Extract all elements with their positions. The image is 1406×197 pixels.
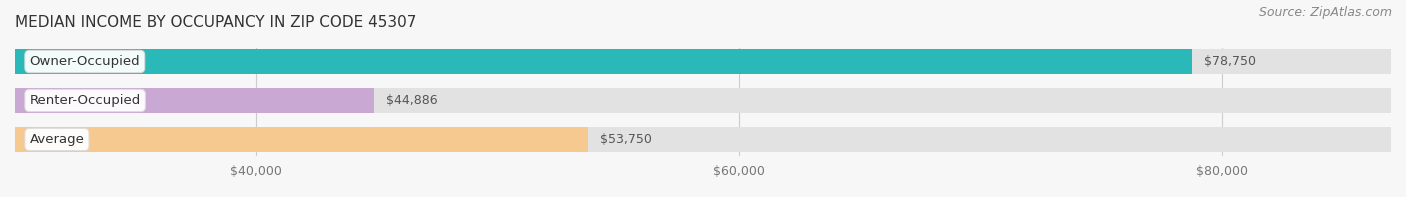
Bar	[15, 127, 588, 151]
Text: $78,750: $78,750	[1204, 55, 1256, 68]
Bar	[15, 88, 374, 112]
Text: Renter-Occupied: Renter-Occupied	[30, 94, 141, 107]
Text: $53,750: $53,750	[600, 133, 652, 146]
Text: MEDIAN INCOME BY OCCUPANCY IN ZIP CODE 45307: MEDIAN INCOME BY OCCUPANCY IN ZIP CODE 4…	[15, 15, 416, 30]
Bar	[15, 127, 1391, 151]
Text: Average: Average	[30, 133, 84, 146]
Text: Owner-Occupied: Owner-Occupied	[30, 55, 141, 68]
Bar	[15, 49, 1391, 74]
Bar	[15, 88, 1391, 112]
Text: Source: ZipAtlas.com: Source: ZipAtlas.com	[1258, 6, 1392, 19]
Bar	[15, 49, 1192, 74]
Text: $44,886: $44,886	[387, 94, 439, 107]
